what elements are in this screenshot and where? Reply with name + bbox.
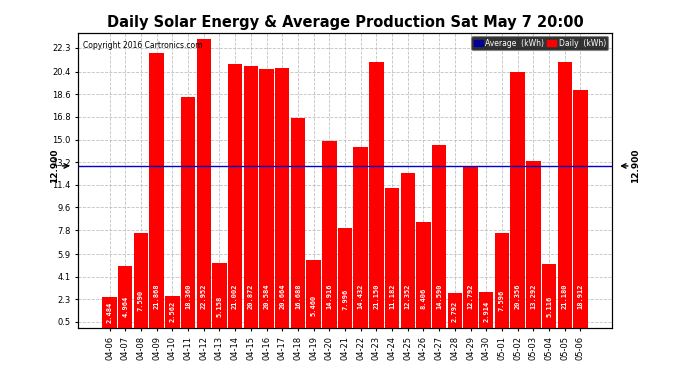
Text: 12.352: 12.352 — [405, 284, 411, 309]
Text: 20.584: 20.584 — [264, 284, 270, 309]
Bar — [338, 228, 352, 328]
Text: 12.900: 12.900 — [50, 148, 59, 183]
Bar — [118, 266, 132, 328]
Bar — [353, 147, 368, 328]
Text: 5.158: 5.158 — [217, 295, 222, 316]
Bar — [181, 97, 195, 328]
Text: 14.590: 14.590 — [436, 284, 442, 309]
Text: 14.916: 14.916 — [326, 284, 333, 309]
Bar — [416, 222, 431, 328]
Bar — [197, 39, 211, 328]
Bar — [306, 260, 321, 328]
Text: 16.688: 16.688 — [295, 284, 301, 309]
Text: 5.460: 5.460 — [310, 295, 317, 316]
Text: 22.952: 22.952 — [201, 284, 207, 309]
Legend: Average  (kWh), Daily  (kWh): Average (kWh), Daily (kWh) — [471, 36, 608, 50]
Text: 12.900: 12.900 — [631, 148, 640, 183]
Bar — [259, 69, 274, 328]
Bar — [275, 68, 289, 328]
Text: 20.356: 20.356 — [515, 284, 521, 309]
Text: 2.562: 2.562 — [169, 301, 175, 322]
Text: 18.360: 18.360 — [185, 284, 191, 309]
Bar — [369, 62, 384, 328]
Text: 5.116: 5.116 — [546, 296, 552, 316]
Bar — [558, 62, 572, 328]
Text: 20.872: 20.872 — [248, 284, 254, 309]
Text: 4.964: 4.964 — [122, 296, 128, 317]
Text: 11.182: 11.182 — [389, 284, 395, 309]
Text: 8.406: 8.406 — [420, 288, 426, 309]
Text: 2.792: 2.792 — [452, 301, 458, 322]
Bar — [401, 173, 415, 328]
Bar — [526, 161, 540, 328]
Text: 7.590: 7.590 — [138, 290, 144, 311]
Text: 21.868: 21.868 — [154, 284, 159, 309]
Text: 2.484: 2.484 — [106, 302, 112, 322]
Bar — [150, 53, 164, 328]
Text: 2.914: 2.914 — [483, 300, 489, 322]
Bar — [228, 64, 242, 328]
Bar — [495, 232, 509, 328]
Bar — [511, 72, 525, 328]
Bar — [244, 66, 258, 328]
Title: Daily Solar Energy & Average Production Sat May 7 20:00: Daily Solar Energy & Average Production … — [107, 15, 583, 30]
Text: 20.664: 20.664 — [279, 284, 285, 309]
Bar — [573, 90, 588, 328]
Bar — [464, 167, 477, 328]
Bar — [448, 293, 462, 328]
Text: 7.596: 7.596 — [499, 290, 505, 311]
Bar — [432, 145, 446, 328]
Bar — [134, 233, 148, 328]
Text: 21.002: 21.002 — [232, 284, 238, 309]
Bar — [213, 263, 226, 328]
Bar — [290, 118, 305, 328]
Text: 13.292: 13.292 — [531, 284, 536, 309]
Text: 14.432: 14.432 — [357, 284, 364, 309]
Bar — [165, 296, 179, 328]
Bar — [102, 297, 117, 328]
Bar — [322, 141, 337, 328]
Text: 7.996: 7.996 — [342, 289, 348, 310]
Bar — [542, 264, 556, 328]
Text: 21.180: 21.180 — [562, 284, 568, 309]
Text: 12.792: 12.792 — [468, 284, 473, 309]
Text: 21.150: 21.150 — [373, 284, 380, 309]
Bar — [479, 292, 493, 328]
Text: 18.912: 18.912 — [578, 284, 584, 309]
Bar — [385, 188, 400, 328]
Text: Copyright 2016 Cartronics.com: Copyright 2016 Cartronics.com — [83, 41, 203, 50]
